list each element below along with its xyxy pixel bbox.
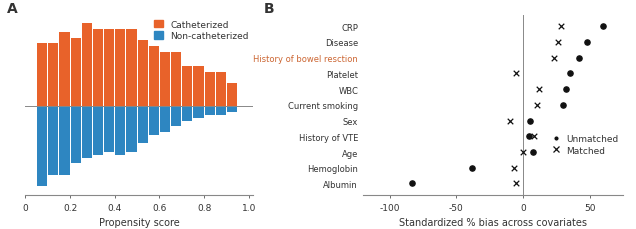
Matched [555, 25, 565, 29]
Bar [137, 41, 148, 107]
Bar [82, 107, 92, 158]
Bar [205, 107, 215, 115]
Bar [216, 73, 226, 107]
Matched [534, 88, 544, 92]
Matched [511, 182, 522, 185]
Text: B: B [264, 2, 275, 16]
Bar [183, 107, 192, 121]
Text: A: A [7, 2, 18, 16]
Unmatched [523, 135, 534, 139]
Bar [193, 107, 204, 118]
Bar [216, 107, 226, 115]
Bar [205, 73, 215, 107]
Matched [505, 119, 515, 123]
Bar [193, 67, 204, 107]
X-axis label: Standardized % bias across covariates: Standardized % bias across covariates [399, 218, 587, 227]
Bar [71, 107, 81, 164]
Unmatched [582, 41, 592, 44]
Bar [127, 30, 137, 107]
Unmatched [527, 150, 537, 154]
Bar [127, 107, 137, 152]
Unmatched [525, 119, 535, 123]
Bar [37, 44, 47, 107]
Unmatched [467, 166, 478, 170]
Unmatched [561, 88, 571, 92]
Bar [227, 107, 237, 112]
Bar [37, 107, 47, 187]
Bar [171, 107, 181, 127]
Bar [93, 30, 103, 107]
X-axis label: Propensity score: Propensity score [99, 218, 180, 227]
Bar [115, 107, 125, 155]
Bar [104, 107, 114, 152]
Bar [82, 24, 92, 107]
Bar [60, 107, 69, 175]
Unmatched [574, 57, 584, 60]
Unmatched [598, 25, 609, 29]
Matched [532, 104, 542, 107]
Legend: Catheterized, Non-catheterized: Catheterized, Non-catheterized [154, 21, 249, 41]
Unmatched [407, 182, 417, 185]
Bar [149, 47, 159, 107]
Matched [553, 41, 563, 44]
Bar [48, 107, 59, 175]
Unmatched [565, 72, 575, 76]
Matched [529, 135, 539, 139]
Unmatched [558, 104, 569, 107]
Bar [160, 53, 170, 107]
Bar [149, 107, 159, 135]
Bar [71, 38, 81, 107]
Matched [549, 57, 559, 60]
Bar [48, 44, 59, 107]
Bar [60, 33, 69, 107]
Bar [171, 53, 181, 107]
Matched [518, 150, 529, 154]
Bar [115, 30, 125, 107]
Bar [160, 107, 170, 132]
Matched [511, 72, 522, 76]
Bar [183, 67, 192, 107]
Bar [137, 107, 148, 144]
Bar [227, 84, 237, 107]
Legend: Unmatched, Matched: Unmatched, Matched [552, 134, 619, 155]
Bar [104, 30, 114, 107]
Bar [93, 107, 103, 155]
Matched [509, 166, 519, 170]
